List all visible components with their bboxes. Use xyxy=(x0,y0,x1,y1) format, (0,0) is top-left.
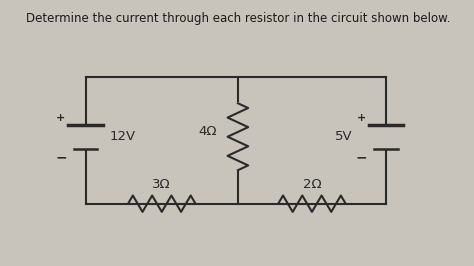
Text: +: + xyxy=(56,113,65,123)
Text: 3Ω: 3Ω xyxy=(153,178,171,191)
Text: 2Ω: 2Ω xyxy=(302,178,321,191)
Text: 5V: 5V xyxy=(335,130,352,143)
Text: −: − xyxy=(55,151,67,164)
Text: +: + xyxy=(356,113,366,123)
Text: −: − xyxy=(356,151,367,164)
Text: Determine the current through each resistor in the circuit shown below.: Determine the current through each resis… xyxy=(26,12,450,25)
Text: 4Ω: 4Ω xyxy=(199,125,217,138)
Text: 12V: 12V xyxy=(109,130,135,143)
